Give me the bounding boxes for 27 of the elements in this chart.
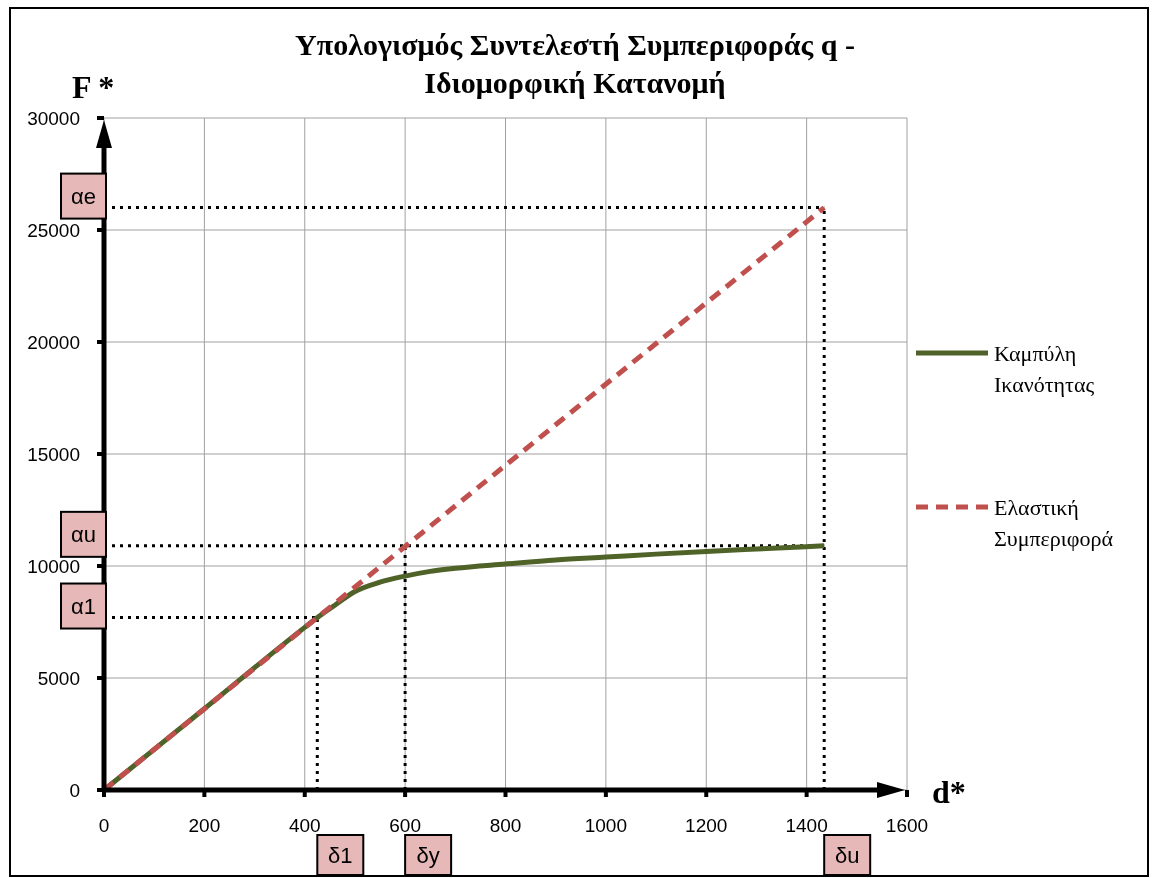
legend-label: Καμπύλη Ικανότητας xyxy=(994,341,1095,397)
ref-line-label: δu xyxy=(834,843,860,868)
y-tick-label: 20000 xyxy=(27,332,80,353)
x-tick-label: 200 xyxy=(188,815,221,836)
ref-line-label: α1 xyxy=(71,593,96,619)
y-axis-title: F * xyxy=(72,69,115,105)
x-tick-label: 1000 xyxy=(584,815,628,836)
x-tick-label: 600 xyxy=(389,815,421,836)
ref-line-label: αe xyxy=(71,183,96,209)
y-tick-label: 15000 xyxy=(27,444,80,465)
x-tick-label: 0 xyxy=(98,815,110,836)
ref-line-label: δy xyxy=(416,843,440,868)
y-tick-label: 10000 xyxy=(27,556,80,577)
y-tick-label: 30000 xyxy=(27,108,80,129)
x-tick-label: 400 xyxy=(288,815,321,836)
x-tick-label: 800 xyxy=(489,815,522,836)
ref-line-label: αu xyxy=(71,521,96,547)
y-tick-label: 0 xyxy=(69,780,80,801)
x-axis-title: d* xyxy=(932,774,966,810)
x-tick-label: 1400 xyxy=(785,815,828,836)
ref-line-label: δ1 xyxy=(328,843,353,868)
legend-label: Ελαστική Συμπεριφορά xyxy=(994,495,1114,551)
x-tick-label: 1600 xyxy=(885,815,929,836)
y-tick-label: 5000 xyxy=(37,668,80,689)
y-tick-label: 25000 xyxy=(27,220,80,241)
x-tick-label: 1200 xyxy=(685,815,728,836)
chart-title: Υπολογισμός Συντελεστή Συμπεριφοράς q - Ιδιομορφική Κατανομή xyxy=(295,28,855,99)
